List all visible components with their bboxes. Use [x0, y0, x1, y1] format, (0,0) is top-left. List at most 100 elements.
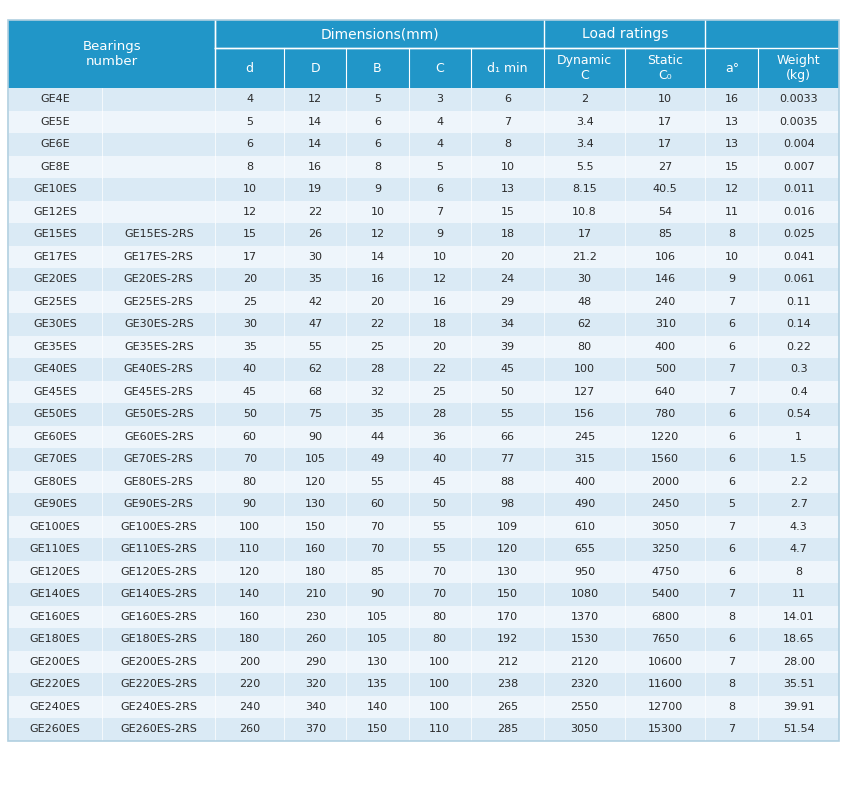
Text: Dimensions(mm): Dimensions(mm): [320, 27, 439, 41]
Text: Load ratings: Load ratings: [582, 27, 668, 41]
Text: 0.007: 0.007: [783, 162, 815, 172]
Text: 5: 5: [436, 162, 443, 172]
Text: 90: 90: [370, 589, 385, 599]
Bar: [8, 358, 839, 380]
Bar: [8, 88, 839, 110]
Text: 3050: 3050: [651, 522, 679, 532]
Text: GE40ES-2RS: GE40ES-2RS: [124, 364, 194, 374]
Text: 2550: 2550: [571, 702, 599, 711]
Text: 1.5: 1.5: [790, 454, 807, 464]
Text: 100: 100: [574, 364, 595, 374]
Text: 6: 6: [728, 567, 735, 576]
Bar: [8, 673, 839, 696]
Text: 1: 1: [795, 432, 802, 441]
Text: 0.041: 0.041: [783, 252, 815, 262]
Text: GE15ES: GE15ES: [33, 229, 77, 239]
Text: 40.5: 40.5: [653, 184, 678, 195]
Text: GE260ES-2RS: GE260ES-2RS: [120, 724, 197, 734]
Text: 655: 655: [574, 544, 595, 554]
Text: 7: 7: [728, 387, 735, 397]
Text: 20: 20: [433, 341, 446, 352]
Text: 26: 26: [308, 229, 323, 239]
Text: 85: 85: [370, 567, 385, 576]
Text: 6: 6: [728, 319, 735, 330]
Text: 8.15: 8.15: [573, 184, 597, 195]
Text: 160: 160: [305, 544, 326, 554]
Bar: [8, 313, 839, 336]
Text: GE17ES-2RS: GE17ES-2RS: [124, 252, 194, 262]
Text: 1560: 1560: [651, 454, 679, 464]
Text: 3250: 3250: [651, 544, 679, 554]
Text: 6: 6: [436, 184, 443, 195]
Text: 11: 11: [725, 206, 739, 217]
Text: 4.3: 4.3: [790, 522, 807, 532]
Bar: [8, 20, 839, 48]
Text: d₁ min: d₁ min: [487, 61, 528, 75]
Text: 34: 34: [501, 319, 515, 330]
Text: 6: 6: [728, 432, 735, 441]
Text: 35: 35: [308, 274, 323, 284]
Text: 310: 310: [655, 319, 676, 330]
Bar: [8, 156, 839, 178]
Text: 180: 180: [239, 634, 260, 644]
Bar: [8, 583, 839, 606]
Text: 8: 8: [374, 162, 381, 172]
Text: GE160ES: GE160ES: [30, 611, 80, 622]
Text: 60: 60: [243, 432, 257, 441]
Text: 0.3: 0.3: [790, 364, 807, 374]
Bar: [8, 606, 839, 628]
Text: 340: 340: [305, 702, 326, 711]
Text: 5: 5: [728, 499, 735, 509]
Text: 5: 5: [374, 94, 381, 104]
Text: 140: 140: [239, 589, 260, 599]
Text: 30: 30: [308, 252, 323, 262]
Text: 5400: 5400: [651, 589, 679, 599]
Text: 9: 9: [374, 184, 381, 195]
Text: GE17ES: GE17ES: [33, 252, 77, 262]
Text: 400: 400: [574, 476, 595, 487]
Text: GE4E: GE4E: [41, 94, 70, 104]
Text: GE140ES: GE140ES: [30, 589, 80, 599]
Text: GE80ES-2RS: GE80ES-2RS: [124, 476, 194, 487]
Text: 1080: 1080: [571, 589, 599, 599]
Text: 55: 55: [433, 522, 446, 532]
Bar: [8, 471, 839, 493]
Text: GE90ES: GE90ES: [33, 499, 77, 509]
Text: 28.00: 28.00: [783, 657, 815, 667]
Text: 20: 20: [370, 297, 385, 306]
Text: Weight
(kg): Weight (kg): [777, 54, 821, 82]
Text: 90: 90: [242, 499, 257, 509]
Text: GE25ES: GE25ES: [33, 297, 77, 306]
Text: 10.8: 10.8: [573, 206, 597, 217]
Text: 20: 20: [501, 252, 515, 262]
Text: 98: 98: [501, 499, 515, 509]
Text: 30: 30: [578, 274, 592, 284]
Text: 6: 6: [504, 94, 511, 104]
Text: 320: 320: [305, 679, 326, 689]
Text: GE10ES: GE10ES: [33, 184, 77, 195]
Text: GE12ES: GE12ES: [33, 206, 77, 217]
Text: 2450: 2450: [651, 499, 679, 509]
Text: 0.22: 0.22: [786, 341, 811, 352]
Text: 44: 44: [370, 432, 385, 441]
Text: 54: 54: [658, 206, 673, 217]
Bar: [8, 336, 839, 358]
Text: 0.11: 0.11: [786, 297, 811, 306]
Text: GE100ES-2RS: GE100ES-2RS: [120, 522, 197, 532]
Text: GE180ES: GE180ES: [30, 634, 80, 644]
Text: 55: 55: [370, 476, 385, 487]
Text: D: D: [311, 61, 320, 75]
Text: 70: 70: [242, 454, 257, 464]
Text: 40: 40: [242, 364, 257, 374]
Text: 8: 8: [728, 229, 735, 239]
Text: 238: 238: [497, 679, 518, 689]
Text: 500: 500: [655, 364, 676, 374]
Text: 39: 39: [501, 341, 515, 352]
Text: 14: 14: [370, 252, 385, 262]
Text: GE240ES: GE240ES: [30, 702, 80, 711]
Text: 4.7: 4.7: [789, 544, 808, 554]
Text: 42: 42: [308, 297, 323, 306]
Text: GE15ES-2RS: GE15ES-2RS: [124, 229, 194, 239]
Text: 6: 6: [246, 139, 253, 149]
Text: 780: 780: [655, 409, 676, 419]
